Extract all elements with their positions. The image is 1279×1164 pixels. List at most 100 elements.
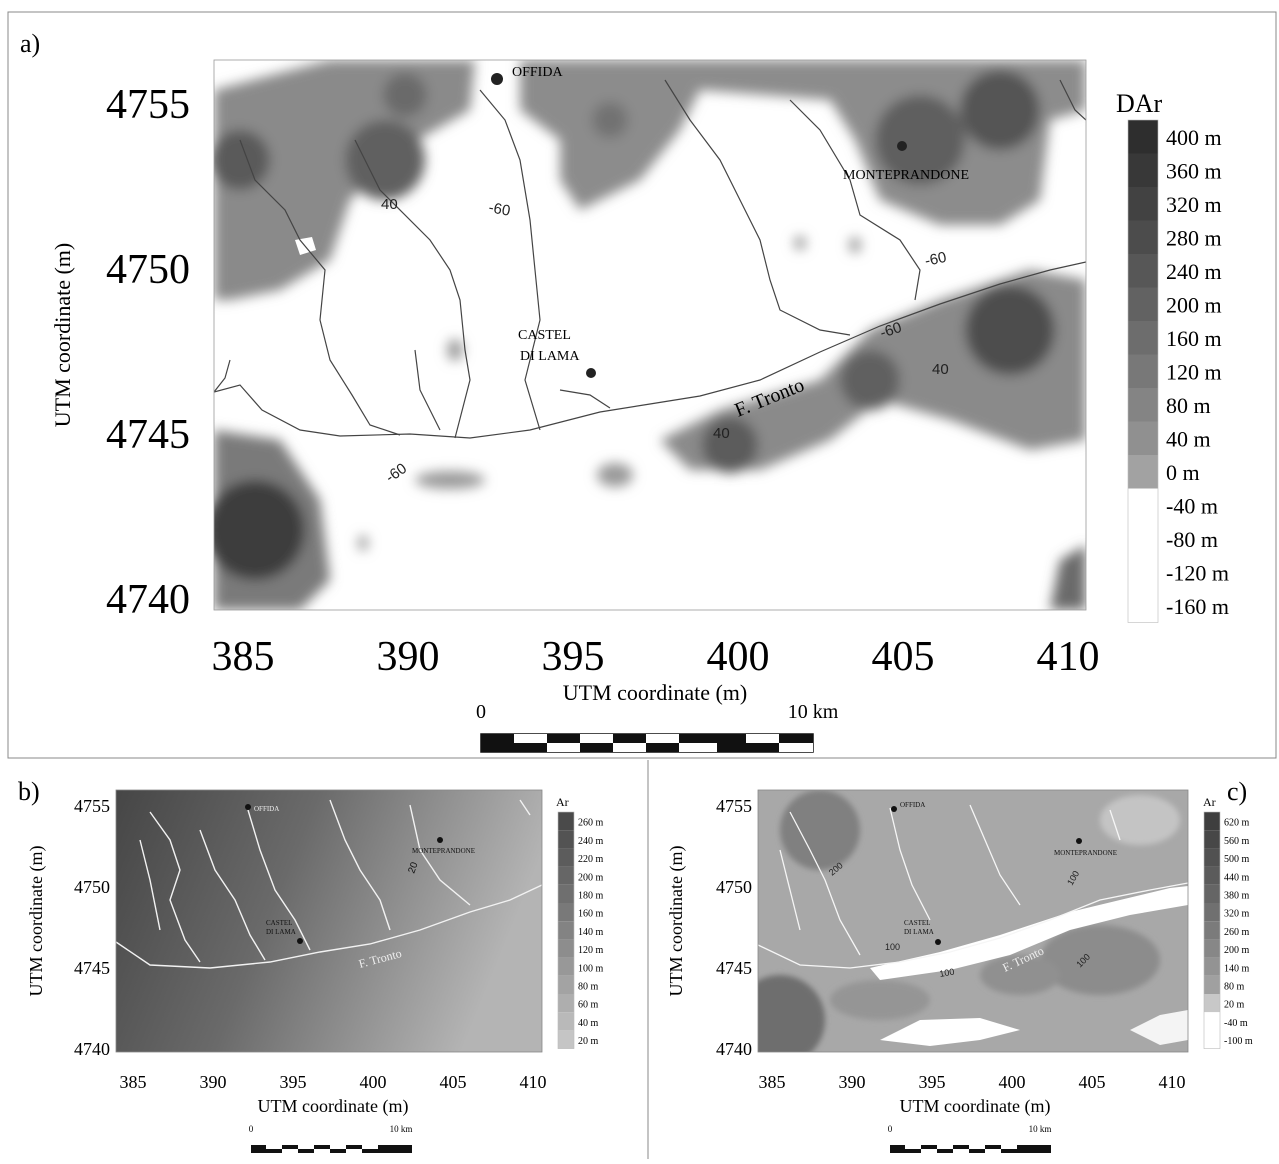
- x-tick: 395: [919, 1072, 946, 1092]
- legend-label: 320 m: [1224, 909, 1250, 920]
- panel-c-anomaly-fill: [758, 790, 1180, 1052]
- offida-marker: [245, 804, 251, 810]
- panel-a-scale-bar: 0 10 km: [476, 701, 839, 753]
- monteprandone-label: MONTEPRANDONE: [1054, 849, 1117, 857]
- legend-label: -40 m: [1224, 1018, 1248, 1029]
- legend-swatch: [1204, 1012, 1220, 1031]
- x-axis-label: UTM coordinate (m): [900, 1096, 1051, 1117]
- panel-a-label: a): [20, 29, 40, 58]
- legend-swatch: [1204, 939, 1220, 958]
- panel-c-scale-bar: 0 10 km: [888, 1124, 1052, 1153]
- legend-swatch: [558, 939, 574, 958]
- panel-a-legend: DAr 400 m 360 m 320 m 280 m 240 m 200 m 160 m 1…: [1116, 89, 1229, 623]
- contour-label: -60: [923, 249, 948, 270]
- legend-swatch: [558, 812, 574, 831]
- x-tick: 400: [360, 1072, 387, 1092]
- panel-c-river-network: [758, 804, 1188, 969]
- x-tick: 385: [212, 634, 275, 680]
- legend-swatch: [558, 903, 574, 922]
- dilama-label: DI LAMA: [520, 349, 580, 364]
- contour-label: 40: [381, 196, 398, 213]
- legend-label: 20 m: [1224, 1000, 1245, 1011]
- legend-title: Ar: [556, 795, 569, 809]
- scale-end: 10 km: [1029, 1124, 1052, 1134]
- legend-label: 40 m: [1166, 427, 1211, 452]
- panel-b: b) OFFIDA MONTEPRANDONE CASTEL DI LAMA F…: [18, 777, 604, 1153]
- legend-label: 80 m: [1166, 393, 1211, 418]
- legend-label: 0 m: [1166, 460, 1200, 485]
- legend-swatch: [1204, 957, 1220, 976]
- offida-label: OFFIDA: [512, 65, 563, 80]
- x-tick: 410: [1159, 1072, 1186, 1092]
- legend-label: 80 m: [1224, 981, 1245, 992]
- legend-swatch: [1128, 287, 1158, 321]
- monteprandone-label: MONTEPRANDONE: [412, 847, 475, 855]
- legend-frame: [1203, 811, 1221, 1049]
- legend-label: 560 m: [1224, 836, 1250, 847]
- legend-swatch: [1128, 354, 1158, 388]
- legend-swatch: [1128, 153, 1158, 187]
- legend-swatch: [1204, 884, 1220, 903]
- offida-marker: [491, 73, 503, 85]
- legend-swatch: [1128, 522, 1158, 556]
- scale-end: 10 km: [788, 701, 839, 723]
- y-axis-label: UTM coordinate (m): [50, 243, 75, 428]
- castel-di-lama-marker: [935, 939, 941, 945]
- legend-label: 320 m: [1166, 192, 1222, 217]
- x-tick: 410: [520, 1072, 547, 1092]
- panel-b-label: b): [18, 777, 40, 806]
- legend-swatch: [1204, 848, 1220, 867]
- y-tick: 4745: [106, 412, 190, 458]
- contour-label: -60: [487, 199, 511, 220]
- legend-label: 620 m: [1224, 818, 1250, 829]
- legend-title: DAr: [1116, 89, 1163, 118]
- x-tick: 410: [1037, 634, 1100, 680]
- legend-label: 260 m: [1224, 927, 1250, 938]
- panel-c-map: [758, 790, 1188, 1052]
- y-tick: 4755: [74, 796, 110, 816]
- legend-label: 20 m: [578, 1036, 599, 1047]
- legend-swatch: [1204, 994, 1220, 1013]
- dilama-label: DI LAMA: [904, 928, 934, 936]
- legend-label: 200 m: [1224, 945, 1250, 956]
- y-axis-label: UTM coordinate (m): [666, 846, 687, 997]
- y-tick: 4755: [716, 796, 752, 816]
- legend-label: 240 m: [1166, 259, 1222, 284]
- panel-a: a): [20, 29, 1229, 753]
- legend-label: -160 m: [1166, 594, 1229, 619]
- x-tick: 405: [1079, 1072, 1106, 1092]
- legend-frame: [1127, 119, 1159, 623]
- x-tick: 390: [377, 634, 440, 680]
- monteprandone-marker: [1076, 838, 1082, 844]
- monteprandone-label: MONTEPRANDONE: [843, 168, 969, 183]
- legend-label: 100 m: [578, 963, 604, 974]
- legend-label: 120 m: [1166, 360, 1222, 385]
- x-tick: 390: [839, 1072, 866, 1092]
- legend-swatch: [558, 848, 574, 867]
- legend-swatch: [1128, 187, 1158, 221]
- legend-label: -100 m: [1224, 1036, 1253, 1047]
- contour-label: 100: [939, 967, 956, 979]
- legend-label: 220 m: [578, 854, 604, 865]
- panel-c-legend: Ar 620 m 560 m 500 m 440 m 380 m 320 m 260 m 20…: [1203, 795, 1253, 1049]
- offida-label: OFFIDA: [900, 801, 925, 809]
- legend-swatch: [1204, 1030, 1220, 1049]
- legend-label: 200 m: [578, 872, 604, 883]
- legend-label: -120 m: [1166, 561, 1229, 586]
- x-tick: 405: [440, 1072, 467, 1092]
- legend-swatch: [1204, 921, 1220, 940]
- legend-label: 80 m: [578, 981, 599, 992]
- legend-label: 160 m: [1166, 326, 1222, 351]
- panel-a-frame: [7, 11, 1277, 759]
- panel-a-anomaly-fill: [214, 60, 1086, 610]
- contour-label: 20: [406, 860, 420, 875]
- castel-label: CASTEL: [518, 328, 571, 343]
- contour-label: 100: [885, 942, 900, 952]
- offida-marker: [891, 806, 897, 812]
- legend-swatch: [1204, 903, 1220, 922]
- legend-label: 500 m: [1224, 854, 1250, 865]
- x-tick: 390: [200, 1072, 227, 1092]
- contour-label: -60: [878, 319, 904, 342]
- legend-swatch: [1128, 254, 1158, 288]
- legend-label: 400 m: [1166, 125, 1222, 150]
